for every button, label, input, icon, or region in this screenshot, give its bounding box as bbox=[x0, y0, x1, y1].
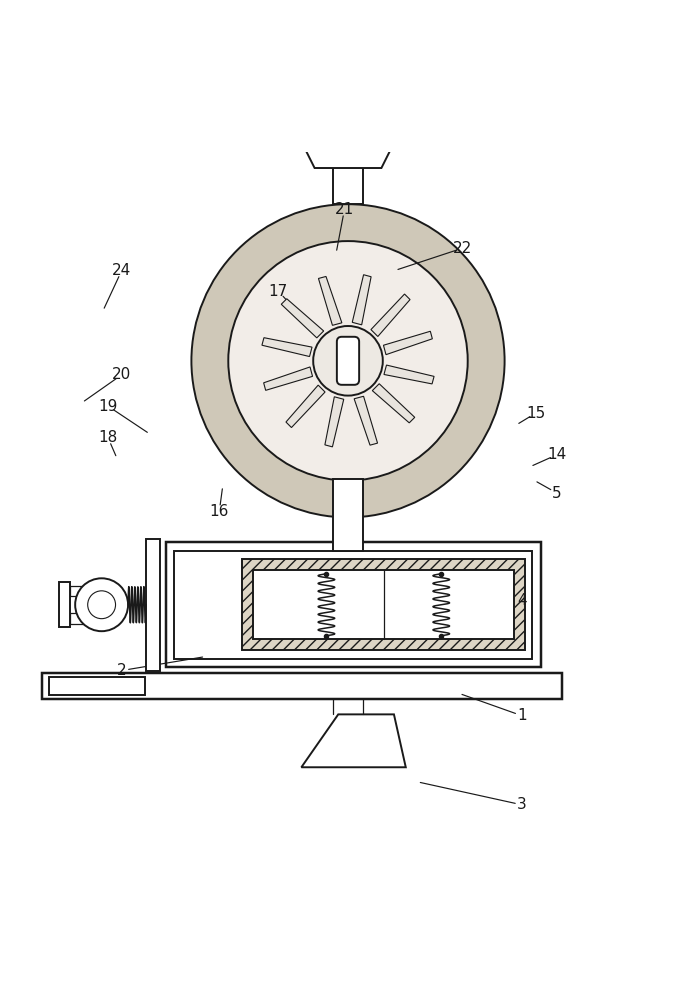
Text: 20: 20 bbox=[112, 367, 132, 382]
Bar bbox=[174, 551, 532, 659]
Text: 2: 2 bbox=[117, 663, 127, 678]
Circle shape bbox=[191, 204, 505, 517]
Bar bbox=[333, 164, 363, 204]
Polygon shape bbox=[301, 714, 406, 767]
Polygon shape bbox=[384, 365, 434, 384]
Bar bbox=[59, 582, 70, 627]
FancyBboxPatch shape bbox=[337, 337, 359, 385]
Text: 16: 16 bbox=[209, 504, 229, 519]
Polygon shape bbox=[301, 140, 395, 168]
Text: 22: 22 bbox=[453, 241, 473, 256]
Text: 1: 1 bbox=[517, 708, 527, 723]
Polygon shape bbox=[325, 397, 344, 447]
Circle shape bbox=[228, 241, 468, 481]
Text: 17: 17 bbox=[269, 284, 288, 299]
Text: 18: 18 bbox=[98, 430, 118, 445]
Bar bbox=[166, 542, 541, 667]
Polygon shape bbox=[281, 299, 324, 338]
Circle shape bbox=[88, 591, 116, 619]
Bar bbox=[146, 539, 160, 671]
Polygon shape bbox=[352, 275, 371, 325]
Bar bbox=[333, 479, 363, 551]
Bar bbox=[242, 559, 525, 650]
Polygon shape bbox=[383, 331, 432, 355]
Polygon shape bbox=[286, 385, 325, 428]
Polygon shape bbox=[371, 294, 410, 336]
Bar bbox=[70, 613, 102, 624]
Bar bbox=[70, 586, 102, 596]
Text: 5: 5 bbox=[552, 486, 562, 501]
Circle shape bbox=[313, 326, 383, 396]
Polygon shape bbox=[372, 384, 415, 423]
Text: 4: 4 bbox=[517, 593, 527, 608]
Polygon shape bbox=[262, 338, 312, 357]
Text: 3: 3 bbox=[517, 797, 527, 812]
Bar bbox=[253, 570, 514, 639]
Text: 15: 15 bbox=[526, 406, 546, 420]
Bar bbox=[42, 673, 562, 699]
Circle shape bbox=[75, 578, 128, 631]
Text: 21: 21 bbox=[335, 202, 354, 217]
Text: 14: 14 bbox=[547, 447, 567, 462]
Circle shape bbox=[228, 241, 468, 481]
Polygon shape bbox=[319, 276, 342, 325]
Polygon shape bbox=[264, 367, 313, 390]
Bar bbox=[49, 677, 145, 695]
Polygon shape bbox=[354, 396, 377, 445]
Text: 19: 19 bbox=[98, 399, 118, 414]
Text: 24: 24 bbox=[112, 263, 132, 278]
